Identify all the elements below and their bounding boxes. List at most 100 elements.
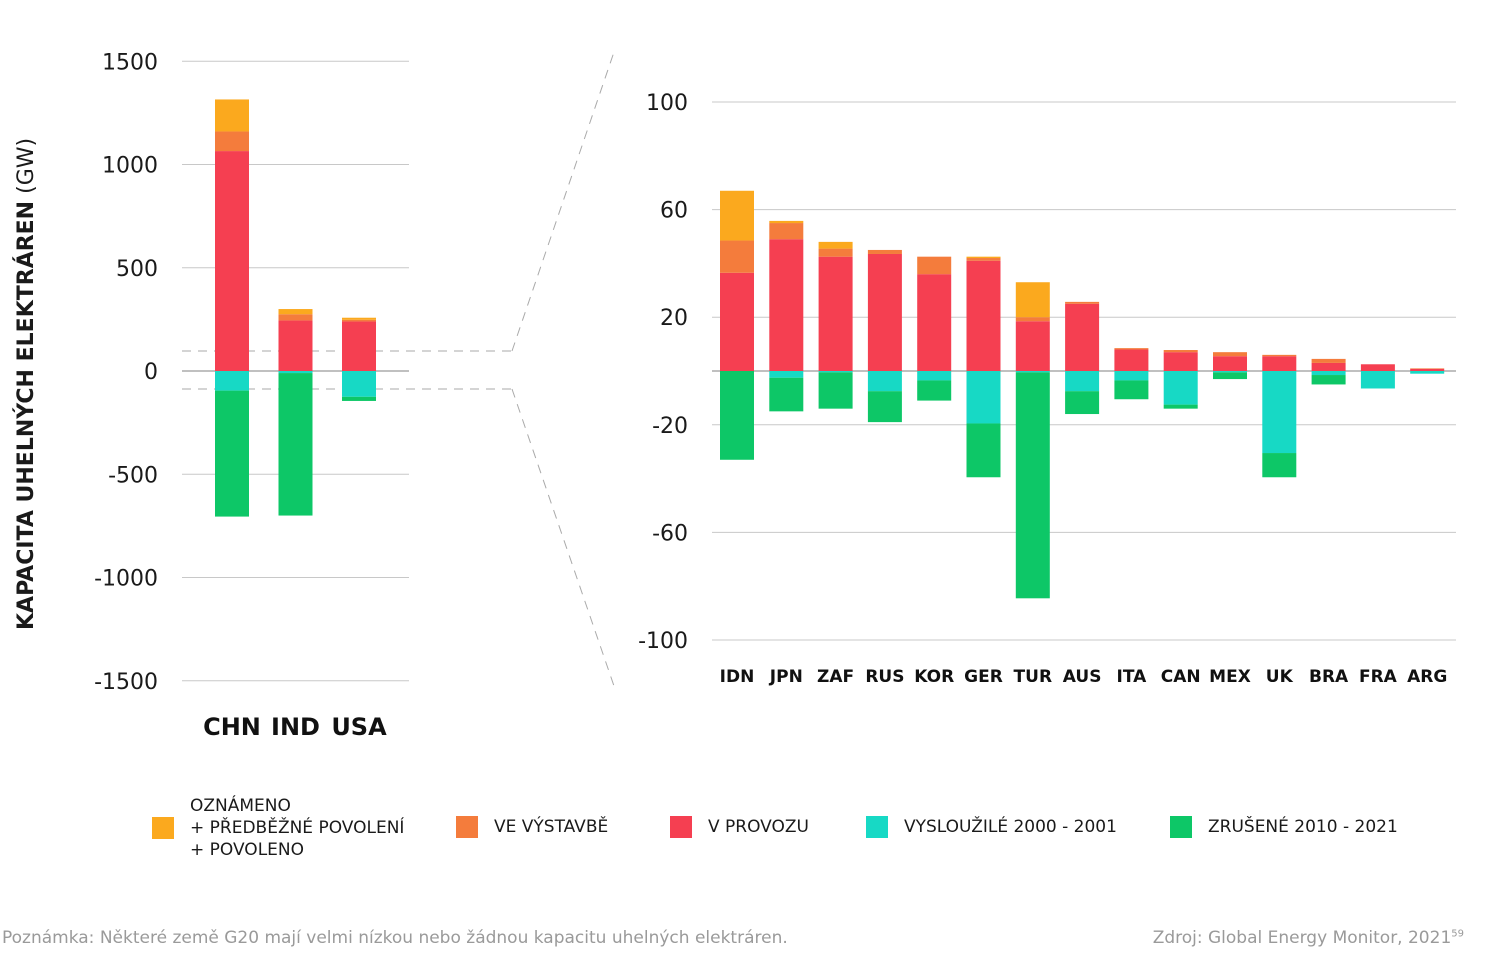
right-bar-bra-construction [1311,358,1346,363]
right-bar-mex-operating [1213,356,1247,371]
right-bar-bra-operating [1311,362,1346,371]
right-bar-zaf-announced [818,241,853,249]
right-bar-uk-operating [1262,356,1297,371]
right-bar-can-operating [1163,352,1198,371]
left-bar-usa-cancelled [342,396,376,401]
legend-swatch-construction [456,816,478,838]
right-bar-mex-cancelled [1213,372,1247,380]
right-bar-zaf-retired [818,371,853,373]
right-bar-ger-announced [966,256,1001,259]
left-bar-chn-operating [215,151,249,371]
right-bar-aus-operating [1065,303,1100,371]
right-bar-aus-construction [1065,301,1100,304]
right-bar-ita-cancelled [1114,380,1149,400]
legend-item-construction: VE VÝSTAVBĚ [456,816,608,838]
right-bar-uk-construction [1262,354,1297,357]
right-ytick-label: -100 [638,629,688,654]
footnote: Poznámka: Některé země G20 mají velmi ní… [2,928,788,948]
right-bar-tur-operating [1015,321,1050,371]
right-bar-zaf-construction [818,248,853,257]
right-bar-ita-construction [1114,348,1149,350]
legend-item-operating: V PROVOZU [670,816,809,838]
right-bar-rus-operating [867,253,902,371]
connector-lower-diagonal [511,388,615,687]
right-bar-uk-retired [1262,371,1297,454]
left-bar-chn-construction [215,131,249,152]
right-bar-idn-operating [720,272,754,371]
right-ytick-label: 100 [646,91,688,116]
right-category-label-rus: RUS [865,667,904,687]
right-bar-arg-construction [1410,368,1445,369]
right-bar-tur-cancelled [1015,372,1050,599]
right-ytick-label: 20 [660,306,688,331]
right-ytick-label: -20 [652,414,688,439]
legend-swatch-cancelled [1170,816,1192,838]
source-reference: 59 [1451,928,1464,940]
legend-label-announced-line-3: + POVOLENO [190,840,305,860]
legend-item-cancelled: ZRUŠENÉ 2010 - 2021 [1170,816,1398,838]
right-bar-bra-retired [1311,371,1346,376]
right-bar-jpn-retired [769,371,804,378]
right-bar-kor-construction [917,256,952,275]
right-category-label-jpn: JPN [769,667,803,687]
left-bar-usa-construction [342,319,376,322]
right-category-label-ger: GER [964,667,1003,687]
right-category-label-arg: ARG [1407,667,1447,687]
y-axis-label-unit: (GW) [14,137,39,194]
legend-swatch-operating [670,816,692,838]
left-ytick-label: -1500 [94,670,158,695]
left-bar-usa-retired [342,371,376,397]
legend-item-announced: OZNÁMENO + PŘEDBĚŽNÉ POVOLENÍ + POVOLENO [152,795,404,861]
right-bar-tur-construction [1015,317,1050,322]
left-ytick-label: 1500 [102,50,158,75]
right-bar-aus-cancelled [1065,391,1100,415]
left-chart-large-countries: 1500 1000 500 0 -500 -1000 -1500 CHN IND USA [94,50,409,741]
right-bar-zaf-operating [818,256,853,371]
right-bar-arg-operating [1410,368,1445,371]
right-category-label-uk: UK [1266,667,1294,687]
legend-item-retired: VYSLOUŽILÉ 2000 - 2001 [866,816,1117,838]
right-category-label-fra: FRA [1359,667,1398,687]
right-bar-ger-operating [966,260,1001,371]
right-category-label-ita: ITA [1117,667,1148,687]
right-bar-kor-cancelled [917,380,952,401]
left-ytick-label: 500 [116,257,158,282]
right-bar-ger-cancelled [966,423,1001,478]
right-bar-jpn-construction [769,223,804,240]
left-category-label-usa: USA [331,713,387,741]
left-bar-ind-retired [278,371,313,374]
left-bar-ind-construction [278,314,313,321]
left-bar-ind-announced [278,309,313,315]
right-category-label-aus: AUS [1063,667,1102,687]
legend-swatch-announced [152,817,174,839]
legend-label-cancelled: ZRUŠENÉ 2010 - 2021 [1208,817,1398,837]
right-bar-idn-announced [720,190,754,241]
right-bar-ger-construction [966,258,1001,261]
left-ytick-label: -500 [108,463,158,488]
right-bar-jpn-operating [769,239,804,371]
right-chart-other-countries: 100 60 20 -20 -60 -100 IDN JPN ZAF RUS KOR GER TUR A… [638,91,1456,687]
right-bar-rus-cancelled [867,391,902,423]
right-bar-jpn-cancelled [769,377,804,412]
right-bar-rus-retired [867,371,902,392]
right-bar-mex-construction [1213,352,1247,357]
legend-label-retired: VYSLOUŽILÉ 2000 - 2001 [904,817,1117,837]
right-bar-arg-retired [1410,371,1445,374]
right-bar-mex-retired [1213,371,1247,373]
legend-label-operating: V PROVOZU [708,817,809,837]
left-bar-chn-retired [215,371,249,391]
right-bar-can-construction [1163,350,1198,353]
left-bar-chn-cancelled [215,390,249,517]
legend-label-announced: OZNÁMENO + PŘEDBĚŽNÉ POVOLENÍ + POVOLENO [190,795,404,861]
legend-swatch-retired [866,816,888,838]
right-category-label-mex: MEX [1209,667,1251,687]
right-bar-kor-retired [917,371,952,381]
legend: OZNÁMENO + PŘEDBĚŽNÉ POVOLENÍ + POVOLENO… [0,795,1500,865]
right-category-label-idn: IDN [720,667,755,687]
right-category-label-bra: BRA [1309,667,1349,687]
right-bar-ita-operating [1114,349,1149,371]
left-ytick-label: 0 [144,360,158,385]
right-bar-fra-operating [1360,364,1395,371]
right-category-label-zaf: ZAF [817,667,854,687]
